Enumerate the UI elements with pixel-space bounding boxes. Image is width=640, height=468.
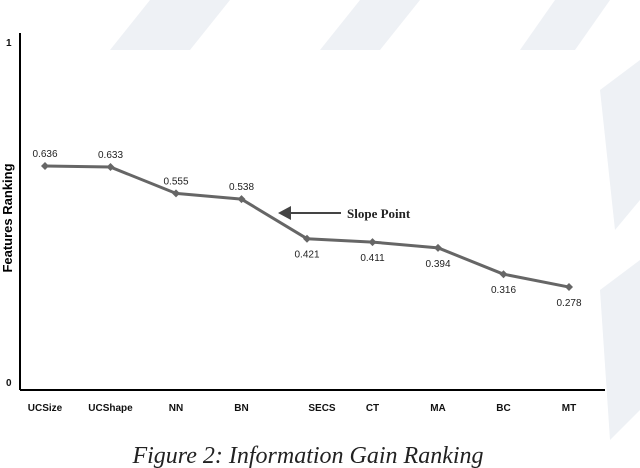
series-marker bbox=[237, 195, 246, 204]
series-marker bbox=[499, 270, 508, 279]
data-label: 0.555 bbox=[163, 176, 188, 187]
series-marker bbox=[434, 243, 442, 252]
series-markers bbox=[41, 162, 573, 292]
x-tick-label: SECS bbox=[308, 403, 336, 414]
data-labels: 0.636 0.633 0.555 0.538 0.421 0.411 0.394 0.316… bbox=[32, 149, 581, 309]
x-tick-label: BN bbox=[234, 403, 248, 414]
series-marker bbox=[368, 238, 377, 247]
watermark-stripe bbox=[600, 60, 640, 230]
x-tick-label: UCSize bbox=[28, 403, 63, 414]
data-label: 0.278 bbox=[556, 298, 581, 309]
x-tick-label: BC bbox=[496, 403, 510, 414]
series-marker bbox=[303, 234, 311, 243]
x-tick-label: NN bbox=[169, 403, 183, 414]
series-marker bbox=[106, 163, 115, 172]
y-tick-label-min: 0 bbox=[6, 378, 12, 389]
figure-caption: Figure 2: Information Gain Ranking bbox=[131, 443, 483, 468]
data-label: 0.636 bbox=[32, 149, 57, 160]
y-tick-label-max: 1 bbox=[6, 38, 12, 49]
background-watermark bbox=[110, 0, 640, 440]
x-tick-label: UCShape bbox=[88, 403, 133, 414]
series-line bbox=[44, 164, 570, 289]
series-marker bbox=[172, 189, 180, 198]
data-label: 0.411 bbox=[360, 253, 385, 264]
series-marker bbox=[565, 283, 573, 292]
x-tick-labels: UCSize UCShape NN BN SECS CT MA BC MT bbox=[28, 403, 576, 414]
x-tick-label: MA bbox=[430, 403, 446, 414]
watermark-stripe bbox=[110, 0, 230, 50]
data-label: 0.394 bbox=[425, 259, 450, 270]
watermark-stripe bbox=[520, 0, 610, 50]
y-axis-label: Features Ranking bbox=[0, 163, 15, 272]
data-label: 0.421 bbox=[294, 250, 319, 261]
x-tick-label: MT bbox=[562, 403, 576, 414]
data-label: 0.316 bbox=[491, 285, 516, 296]
annotation-text: Slope Point bbox=[347, 206, 411, 221]
x-tick-label: CT bbox=[366, 403, 379, 414]
slope-point-annotation: Slope Point bbox=[278, 206, 411, 221]
data-label: 0.633 bbox=[98, 150, 123, 161]
data-label: 0.538 bbox=[229, 182, 254, 193]
annotation-arrowhead bbox=[278, 206, 291, 220]
watermark-stripe bbox=[600, 260, 640, 440]
series-marker bbox=[41, 162, 49, 171]
watermark-stripe bbox=[320, 0, 420, 50]
